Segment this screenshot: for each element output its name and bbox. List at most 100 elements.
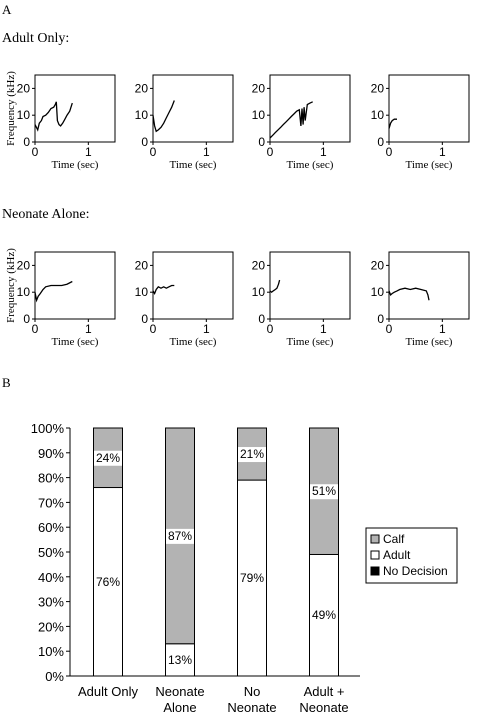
data-label: 21% (240, 447, 264, 461)
frequency-contour (269, 279, 281, 294)
legend-swatch-no-decision (370, 566, 380, 576)
y-tick-label: 30% (38, 595, 64, 610)
data-label: 49% (312, 608, 336, 622)
x-tick-label: 0 (386, 322, 393, 336)
category-label: Adult + (304, 684, 345, 699)
x-tick-label: 0 (267, 322, 274, 336)
bar-neonate-alone: 0%13%87% (165, 427, 195, 677)
category-label: Neonate (155, 684, 204, 699)
x-axis-label: Time (sec) (406, 159, 453, 171)
frequency-contour (34, 101, 73, 132)
frequency-contour (388, 118, 397, 129)
y-tick-label: 0% (45, 669, 64, 684)
label-backdrop (310, 484, 338, 500)
frequency-contour (34, 280, 73, 303)
x-tick-label: 0 (150, 322, 157, 336)
x-tick-label: 1 (85, 145, 92, 159)
label-backdrop (166, 528, 194, 544)
frequency-contour (152, 284, 175, 295)
stacked-bar-chart: 0%10%20%30%40%50%60%70%80%90%100%0%76%24… (31, 421, 458, 715)
plot-frame (269, 251, 351, 320)
y-tick-label: 20 (252, 81, 266, 95)
y-tick-label: 10 (17, 108, 31, 122)
data-label: 76% (96, 575, 120, 589)
data-label: 13% (168, 653, 192, 667)
x-tick-label: 0 (386, 145, 393, 159)
y-tick-label: 80% (38, 471, 64, 486)
y-tick-label: 0 (258, 312, 265, 326)
x-tick-label: 1 (85, 322, 92, 336)
plot-frame (152, 74, 234, 143)
y-tick-label: 0 (141, 312, 148, 326)
y-tick-label: 20 (371, 81, 385, 95)
x-axis-label: Time (sec) (287, 336, 334, 348)
category-label: No (244, 684, 261, 699)
plot-frame (34, 74, 116, 143)
legend-label: Adult (383, 548, 411, 562)
x-tick-label: 1 (203, 322, 210, 336)
x-tick-label: 0 (267, 145, 274, 159)
x-axis-label: Time (sec) (170, 159, 217, 171)
x-axis-label: Time (sec) (406, 336, 453, 348)
x-tick-label: 0 (150, 145, 157, 159)
plot-frame (388, 251, 470, 320)
x-tick-label: 0 (32, 322, 39, 336)
y-tick-label: 10 (371, 108, 385, 122)
bar-no-neonate: 0%79%21% (237, 427, 267, 677)
data-label: 79% (240, 571, 264, 585)
y-tick-label: 10 (135, 285, 149, 299)
y-tick-label: 100% (31, 421, 65, 436)
x-axis-label: Time (sec) (287, 159, 334, 171)
label-backdrop (94, 450, 122, 466)
category-label: Neonate (299, 700, 348, 715)
y-tick-label: 20 (17, 81, 31, 95)
legend-label: No Decision (383, 564, 448, 578)
y-axis-label: Frequency (kHz) (5, 71, 17, 146)
y-tick-label: 50% (38, 545, 64, 560)
x-tick-label: 0 (32, 145, 39, 159)
category-label: Neonate (227, 700, 276, 715)
data-label: 51% (312, 484, 336, 498)
y-tick-label: 20 (135, 258, 149, 272)
y-tick-label: 0 (258, 135, 265, 149)
y-tick-label: 10 (252, 108, 266, 122)
frequency-contour (269, 101, 313, 139)
plot-frame (152, 251, 234, 320)
y-tick-label: 10 (252, 285, 266, 299)
label-backdrop (238, 447, 266, 463)
legend: Calf Adult No Decision (365, 527, 458, 584)
legend-swatch-adult (370, 550, 380, 560)
x-tick-label: 1 (203, 145, 210, 159)
y-axis-label: Frequency (kHz) (5, 248, 17, 323)
data-label: 87% (168, 529, 192, 543)
plot-frame (34, 251, 116, 320)
x-tick-label: 1 (320, 322, 327, 336)
x-axis-label: Time (sec) (170, 336, 217, 348)
frequency-contour (152, 100, 175, 133)
y-tick-label: 60% (38, 520, 64, 535)
y-tick-label: 20 (17, 258, 31, 272)
adult-only-row-title: Adult Only: (2, 31, 69, 46)
bar-adult-only: 0%76%24% (93, 427, 123, 677)
legend-box (365, 527, 458, 584)
panel-b-label: B (2, 375, 11, 390)
neonate-alone-row-title: Neonate Alone: (2, 207, 89, 222)
y-tick-label: 0 (23, 312, 30, 326)
y-tick-label: 20 (252, 258, 266, 272)
bar-adult-neonate: 0%49%51% (309, 427, 339, 677)
y-tick-label: 10 (135, 108, 149, 122)
x-tick-label: 1 (439, 322, 446, 336)
y-tick-label: 0 (377, 135, 384, 149)
data-label: 24% (96, 451, 120, 465)
y-tick-label: 20 (135, 81, 149, 95)
category-label: Adult Only (78, 684, 138, 699)
category-label: Alone (163, 700, 196, 715)
